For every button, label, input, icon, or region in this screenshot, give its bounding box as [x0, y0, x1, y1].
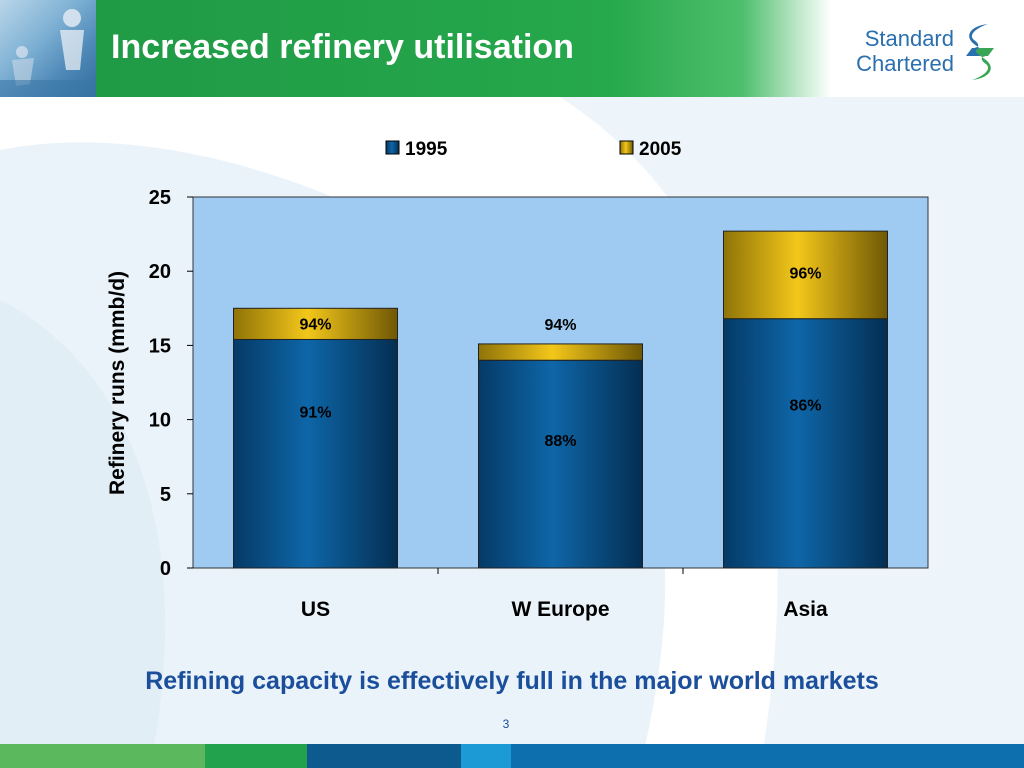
x-tick-label: US: [301, 598, 330, 621]
slide-caption: Refining capacity is effectively full in…: [145, 667, 879, 695]
footer-segment: [205, 744, 307, 768]
bar-1995: [478, 359, 643, 569]
y-tick-label: 20: [149, 261, 171, 283]
data-label: 86%: [789, 397, 821, 414]
header-photo: [0, 0, 96, 97]
logo-line-2: Chartered: [856, 51, 954, 76]
y-tick-label: 10: [149, 410, 171, 432]
slide-title: Increased refinery utilisation: [111, 28, 574, 66]
bar-1995: [233, 338, 398, 569]
data-label: 96%: [789, 265, 821, 282]
logo-line-1: Standard: [864, 26, 954, 51]
y-tick-label: 25: [149, 187, 171, 209]
bar-2005: [233, 307, 398, 340]
page-number: 3: [502, 717, 510, 731]
data-label: 94%: [544, 317, 576, 334]
legend-swatch: [619, 140, 634, 155]
data-label: 91%: [299, 404, 331, 421]
footer-segment: [511, 744, 1024, 768]
x-tick-label: Asia: [783, 598, 828, 621]
header-band: [96, 0, 831, 97]
legend-label: 1995: [405, 139, 448, 160]
footer-segment: [0, 744, 205, 768]
bar-2005: [478, 343, 643, 361]
bar-2005: [723, 230, 888, 320]
y-tick-label: 15: [149, 335, 171, 357]
legend-swatch: [385, 140, 400, 155]
footer-segment: [461, 744, 511, 768]
slide-header: Increased refinery utilisation Standard …: [0, 0, 1024, 97]
y-tick-label: 5: [160, 484, 171, 506]
footer-segment: [307, 744, 461, 768]
x-tick-label: W Europe: [512, 598, 610, 621]
company-logo: Standard Chartered: [846, 22, 1006, 82]
data-label: 88%: [544, 433, 576, 450]
y-axis-title: Refinery runs (mmb/d): [106, 271, 129, 495]
data-label: 94%: [299, 317, 331, 334]
footer-bar: [0, 744, 1024, 768]
bar-1995: [723, 318, 888, 569]
logo-text: Standard Chartered: [846, 26, 954, 76]
logo-mark-icon: [966, 24, 994, 80]
y-tick-label: 0: [160, 558, 171, 580]
legend-label: 2005: [639, 139, 682, 160]
